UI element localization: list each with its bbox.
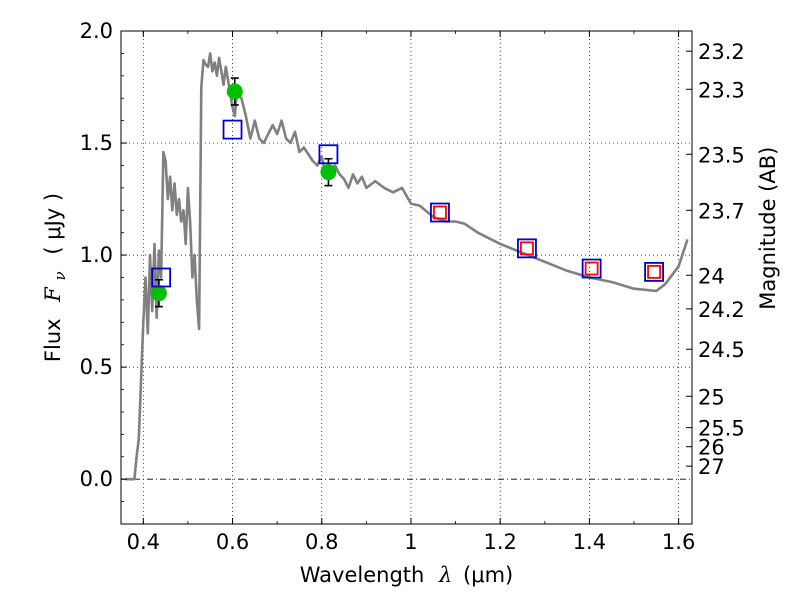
x-axis-title: Wavelength λ (μm) bbox=[300, 563, 513, 587]
plot-frame bbox=[120, 30, 693, 525]
y2-axis-title: Magnitude (AB) bbox=[756, 147, 780, 310]
model-square-marker bbox=[581, 258, 602, 279]
y2-tick-label: 25 bbox=[698, 385, 725, 409]
photometry-point bbox=[150, 285, 167, 302]
y-tick-label: 1.5 bbox=[80, 131, 113, 155]
model-square-marker bbox=[584, 261, 599, 276]
x-tick-label: 0.6 bbox=[216, 530, 249, 554]
y-tick-label: 0.0 bbox=[80, 467, 113, 491]
x-tick-label: 0.8 bbox=[305, 530, 338, 554]
y2-tick-label: 26 bbox=[698, 436, 725, 460]
y2-tick-label: 23.7 bbox=[698, 199, 745, 223]
series-layer bbox=[125, 52, 689, 481]
y-axis-title: Flux F ν ( μJy ) bbox=[41, 193, 70, 362]
model-square-marker bbox=[222, 119, 243, 140]
grid bbox=[121, 30, 692, 524]
model-square-marker bbox=[433, 205, 447, 220]
x-tick-label: 0.4 bbox=[127, 530, 160, 554]
model-square-marker bbox=[517, 238, 537, 259]
x-tick-label: 1.2 bbox=[483, 530, 516, 554]
y2-tick-label: 23.3 bbox=[698, 78, 745, 102]
y2-tick-label: 24.2 bbox=[698, 298, 745, 322]
x-tick-label: 1.4 bbox=[573, 530, 606, 554]
y2-tick-label: 24 bbox=[698, 264, 725, 288]
model-square-marker bbox=[151, 267, 172, 288]
model-square-marker bbox=[318, 144, 339, 165]
x-tick-label: 1.6 bbox=[662, 530, 695, 554]
model-square-marker bbox=[430, 202, 450, 223]
x-tick-label: 1 bbox=[404, 530, 417, 554]
photometry-point bbox=[320, 164, 337, 181]
spectrum-line bbox=[125, 52, 689, 481]
y2-tick-label: 27 bbox=[698, 455, 725, 479]
y2-tick-label: 24.5 bbox=[698, 338, 745, 362]
y-tick-label: 1.0 bbox=[80, 243, 113, 267]
model-square-marker bbox=[647, 264, 661, 279]
model-square-marker bbox=[520, 241, 534, 256]
y2-tick-label: 23.2 bbox=[698, 40, 745, 64]
y-tick-label: 0.5 bbox=[80, 355, 113, 379]
ticks: 0.4 0.6 0.8 1 1.2 1.4 1.6 0.0 0.5 1.0 1.5 2.0 23.2 23… bbox=[80, 19, 745, 554]
y2-tick-label: 23.5 bbox=[698, 143, 745, 167]
y2-tick-label: 25.5 bbox=[698, 417, 745, 441]
model-square-marker bbox=[644, 261, 664, 282]
photometry-point bbox=[226, 83, 243, 100]
y-tick-label: 2.0 bbox=[80, 19, 113, 43]
